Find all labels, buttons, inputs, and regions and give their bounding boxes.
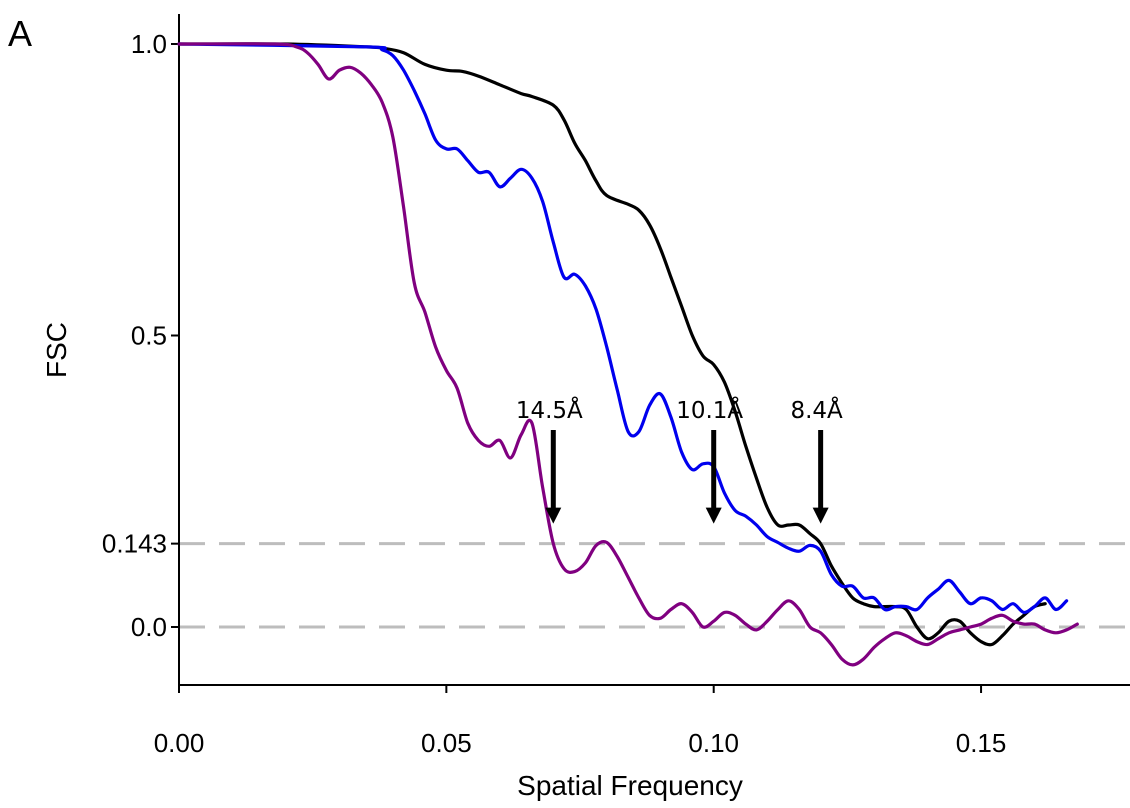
x-tick-label-3: 0.15 — [956, 728, 1007, 758]
panel-label: A — [8, 13, 32, 54]
x-tick-label-2: 0.10 — [688, 728, 739, 758]
resolution-arrow-head-0 — [545, 507, 562, 524]
resolution-label-0: 14.5Å — [516, 396, 583, 424]
y-tick-label-3: 0.0 — [131, 612, 167, 642]
series-line-blue — [177, 42, 1069, 615]
x-tick-label-0: 0.00 — [154, 728, 205, 758]
series-line-purple — [177, 42, 1079, 667]
resolution-arrow-head-2 — [812, 507, 829, 524]
y-axis-title: FSC — [41, 322, 72, 378]
x-axis-title: Spatial Frequency — [517, 770, 743, 801]
resolution-arrow-head-1 — [705, 507, 722, 524]
y-tick-label-1: 0.5 — [131, 321, 167, 351]
y-tick-label-0: 1.0 — [131, 29, 167, 59]
resolution-label-2: 8.4Å — [790, 396, 843, 424]
y-tick-label-2: 0.143 — [102, 529, 167, 559]
series-line-black — [177, 42, 1047, 647]
x-tick-label-1: 0.05 — [421, 728, 472, 758]
resolution-label-1: 10.1Å — [676, 396, 743, 424]
